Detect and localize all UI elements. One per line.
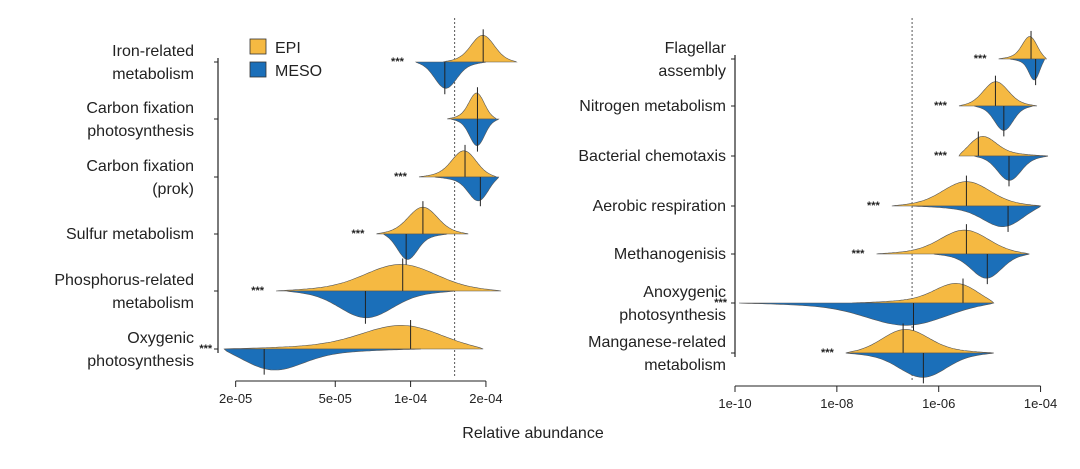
left-violin-epi — [275, 264, 502, 292]
left-significance-stars: *** — [394, 171, 408, 183]
right-violin-meso — [1009, 58, 1045, 81]
left-x-tick-label: 2e-05 — [219, 391, 252, 406]
left-row-label: photosynthesis — [87, 123, 194, 140]
left-significance-stars: *** — [352, 228, 366, 240]
legend-swatch-meso — [249, 61, 267, 78]
legend-label-meso: MESO — [275, 63, 322, 80]
left-row-label: (prok) — [152, 181, 194, 198]
right-significance-stars: *** — [852, 248, 866, 260]
right-row-label: Bacterial chemotaxis — [578, 148, 726, 165]
right-row-label: Nitrogen metabolism — [579, 98, 726, 115]
left-violin-meso — [414, 61, 487, 89]
right-violin-epi — [998, 36, 1047, 60]
left-violin-meso — [382, 233, 448, 260]
right-violin-epi — [845, 329, 994, 354]
right-row-label: photosynthesis — [619, 307, 726, 324]
right-violin-meso — [912, 205, 1042, 227]
left-x-tick-label: 1e-04 — [394, 391, 427, 406]
left-violin-meso — [286, 290, 455, 319]
right-violin-epi — [958, 81, 1038, 107]
left-significance-stars: *** — [199, 343, 213, 355]
right-violin-epi — [876, 229, 1030, 255]
left-violin-epi — [418, 150, 498, 178]
right-violin-epi — [852, 283, 995, 304]
right-row-label: Manganese-related — [588, 334, 726, 351]
right-row-label: Methanogenisis — [614, 246, 726, 263]
left-row-label: Sulfur metabolism — [66, 226, 194, 243]
right-row-label: Aerobic respiration — [593, 198, 726, 215]
right-violin-epi — [958, 136, 1049, 157]
right-x-tick-label: 1e-10 — [718, 396, 751, 411]
right-x-tick-label: 1e-08 — [820, 396, 853, 411]
right-significance-stars: *** — [934, 150, 948, 162]
plot-layer: 2e-05 5e-05 1e-04 2e-04 Iron-related metaboli… — [54, 18, 1057, 411]
right-row-label: Flagellar — [665, 40, 727, 57]
left-row-label: metabolism — [112, 295, 194, 312]
left-row-label: Iron-related — [112, 43, 194, 60]
legend: EPI MESO — [249, 38, 322, 80]
right-violin-meso — [933, 253, 1030, 279]
left-x-tick-label: 5e-05 — [319, 391, 352, 406]
right-row-label: assembly — [658, 63, 726, 80]
legend-label-epi: EPI — [275, 40, 301, 57]
right-significance-stars: *** — [867, 200, 881, 212]
left-row-label: Phosphorus-related — [54, 272, 194, 289]
left-violin-meso — [223, 348, 422, 371]
right-violin-meso — [845, 352, 994, 378]
right-violin-meso — [738, 302, 994, 326]
left-row-label: Carbon fixation — [86, 100, 194, 117]
right-row-label: Anoxygenic — [643, 284, 726, 301]
left-significance-stars: *** — [251, 285, 265, 297]
left-violin-meso — [450, 118, 500, 146]
left-violin-epi — [443, 34, 518, 63]
right-significance-stars: *** — [714, 297, 728, 309]
x-axis-label: Relative abundance — [462, 425, 604, 442]
left-row-label: Carbon fixation — [86, 158, 194, 175]
right-significance-stars: *** — [934, 100, 948, 112]
left-significance-stars: *** — [391, 56, 405, 68]
right-violin-meso — [974, 155, 1049, 181]
right-x-tick-label: 1e-06 — [922, 396, 955, 411]
left-violin-meso — [434, 176, 500, 202]
left-row-label: photosynthesis — [87, 353, 194, 370]
right-significance-stars: *** — [821, 347, 835, 359]
left-row-label: Oxygenic — [127, 330, 194, 347]
left-violin-epi — [224, 325, 484, 350]
right-significance-stars: *** — [974, 53, 988, 65]
right-x-tick-label: 1e-04 — [1024, 396, 1057, 411]
left-violin-epi — [447, 92, 497, 120]
legend-swatch-epi — [249, 38, 267, 55]
right-row-label: metabolism — [644, 357, 726, 374]
left-row-label: metabolism — [112, 66, 194, 83]
left-x-tick-label: 2e-04 — [469, 391, 502, 406]
